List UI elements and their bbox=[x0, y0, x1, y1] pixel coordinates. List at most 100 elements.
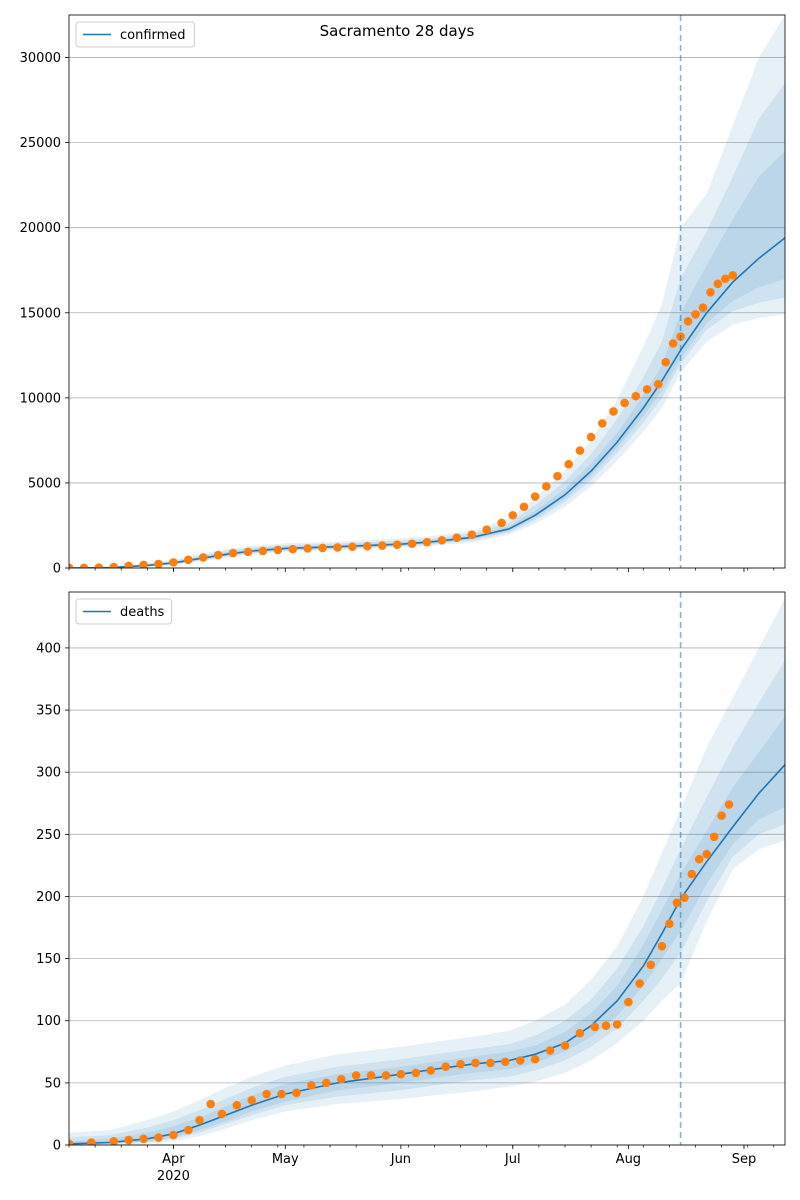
y-tick-label: 25000 bbox=[20, 136, 61, 151]
x-tick-label: Jul bbox=[504, 1152, 521, 1167]
observed-point bbox=[597, 419, 607, 428]
observed-point bbox=[668, 339, 678, 348]
observed-point bbox=[702, 849, 711, 859]
observed-point bbox=[426, 1066, 436, 1075]
y-tick-label: 100 bbox=[36, 1014, 61, 1029]
observed-point bbox=[247, 1095, 257, 1105]
observed-point bbox=[624, 997, 633, 1007]
observed-point bbox=[497, 518, 506, 528]
y-tick-label: 10000 bbox=[20, 391, 61, 406]
y-tick-label: 300 bbox=[36, 766, 61, 781]
uncertainty-band bbox=[69, 598, 785, 1145]
observed-point bbox=[288, 544, 298, 554]
observed-point bbox=[437, 535, 447, 545]
observed-point bbox=[366, 1071, 376, 1080]
deaths-panel: 0 50 100 150 200 250 300 350 400 Apr May Jun Jul Aug S… bbox=[36, 591, 786, 1184]
y-tick-label: 200 bbox=[36, 890, 61, 905]
x-tick-label: Sep bbox=[732, 1152, 757, 1167]
observed-point bbox=[706, 288, 715, 297]
y-tick-label: 0 bbox=[53, 562, 61, 577]
observed-point bbox=[683, 316, 693, 326]
observed-point bbox=[206, 1099, 216, 1109]
observed-point bbox=[87, 1138, 96, 1145]
observed-point bbox=[318, 543, 327, 553]
observed-point bbox=[303, 544, 312, 553]
observed-point bbox=[154, 1133, 163, 1142]
observed-point bbox=[262, 1089, 271, 1099]
observed-point bbox=[336, 1074, 346, 1084]
observed-point bbox=[545, 1046, 555, 1055]
observed-point bbox=[213, 550, 223, 560]
observed-point bbox=[709, 832, 719, 842]
observed-point bbox=[94, 563, 104, 568]
observed-point bbox=[124, 1135, 133, 1145]
observed-point bbox=[169, 1130, 178, 1140]
observed-point bbox=[169, 558, 178, 567]
y-tick-label: 20000 bbox=[20, 221, 61, 236]
observed-point bbox=[69, 563, 74, 568]
observed-point bbox=[243, 547, 253, 557]
observed-point bbox=[665, 919, 674, 929]
x-year-label: 2020 bbox=[157, 1169, 190, 1184]
observed-point bbox=[657, 941, 667, 951]
observed-point bbox=[542, 482, 551, 491]
observed-point bbox=[124, 561, 133, 568]
observed-point bbox=[560, 1041, 570, 1050]
observed-point bbox=[322, 1078, 331, 1088]
observed-point bbox=[195, 1115, 204, 1125]
observed-point bbox=[411, 1068, 421, 1078]
observed-point bbox=[721, 274, 730, 284]
observed-point bbox=[422, 537, 432, 547]
observed-point bbox=[642, 385, 652, 394]
x-tick-label: Apr bbox=[162, 1152, 185, 1167]
observed-point bbox=[363, 541, 372, 551]
observed-point bbox=[586, 432, 596, 442]
observed-point bbox=[698, 303, 708, 312]
y-tick-label: 150 bbox=[36, 952, 61, 967]
observed-point bbox=[381, 1071, 391, 1080]
observed-point bbox=[471, 1058, 480, 1068]
legend-label: confirmed bbox=[120, 28, 186, 43]
legend-box bbox=[75, 21, 195, 48]
model-median-line bbox=[69, 237, 785, 568]
observed-point bbox=[694, 854, 704, 864]
observed-point bbox=[713, 279, 723, 289]
observed-point bbox=[351, 1071, 361, 1080]
observed-point bbox=[482, 525, 491, 535]
observed-point bbox=[653, 379, 663, 389]
observed-point bbox=[672, 898, 682, 907]
observed-point bbox=[198, 553, 208, 562]
observed-point bbox=[467, 530, 477, 539]
axes-frame bbox=[68, 591, 786, 1146]
observed-point bbox=[646, 960, 656, 970]
observed-point bbox=[601, 1021, 611, 1031]
observed-point bbox=[612, 1020, 622, 1029]
observed-point bbox=[724, 800, 734, 809]
observed-point bbox=[377, 541, 387, 550]
observed-point bbox=[258, 546, 268, 556]
observed-point bbox=[717, 811, 726, 820]
y-tick-label: 400 bbox=[36, 641, 61, 656]
y-tick-label: 50 bbox=[44, 1076, 61, 1091]
y-tick-label: 5000 bbox=[28, 476, 61, 491]
x-tick-label: Aug bbox=[616, 1152, 641, 1167]
observed-point bbox=[508, 510, 518, 520]
observed-point bbox=[348, 542, 357, 552]
observed-point bbox=[109, 562, 119, 568]
observed-point bbox=[392, 540, 402, 549]
observed-point bbox=[515, 1056, 525, 1065]
observed-point bbox=[69, 1139, 74, 1145]
y-tick-label: 15000 bbox=[20, 306, 61, 321]
observed-point bbox=[407, 539, 417, 548]
observed-point bbox=[79, 563, 89, 568]
confirmed-panel: 0 5000 10000 15000 20000 25000 30000 confirmed bbox=[20, 14, 786, 577]
x-tick-label: Jun bbox=[390, 1152, 411, 1167]
observed-point bbox=[687, 869, 697, 879]
observed-point bbox=[452, 533, 462, 543]
observed-point bbox=[564, 459, 574, 469]
observed-point bbox=[590, 1022, 600, 1032]
observed-point bbox=[232, 1100, 242, 1110]
observed-point bbox=[217, 1109, 227, 1119]
y-tick-label: 250 bbox=[36, 828, 61, 843]
